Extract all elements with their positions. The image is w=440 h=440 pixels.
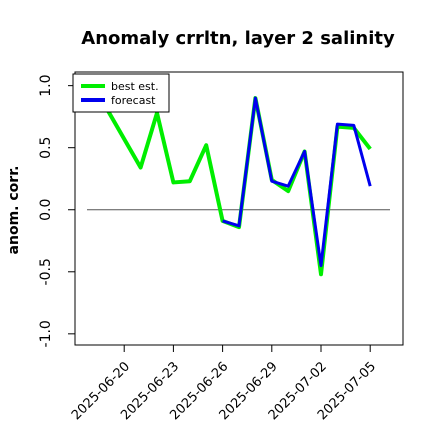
legend-label: forecast [111, 94, 156, 107]
y-tick-label: -0.5 [38, 258, 54, 285]
y-tick-label: -1.0 [38, 320, 54, 347]
y-tick-label: 0.0 [38, 199, 54, 221]
plot-frame [74, 71, 404, 346]
y-tick-label: 1.0 [38, 75, 54, 97]
legend-label: best est. [111, 80, 159, 93]
legend-box [72, 73, 170, 113]
y-axis-label: anom. corr. [6, 166, 22, 255]
chart-title: Anomaly crrltn, layer 2 salinity [81, 28, 395, 49]
y-tick-label: 0.5 [38, 137, 54, 159]
series-line [222, 96, 372, 268]
